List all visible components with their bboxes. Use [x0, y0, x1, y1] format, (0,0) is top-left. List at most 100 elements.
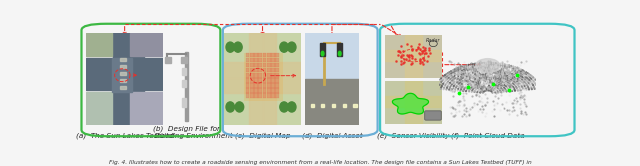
- Point: [504, 80, 515, 82]
- Point: [483, 68, 493, 71]
- Bar: [404, 81, 422, 124]
- Point: [511, 74, 521, 77]
- Point: [462, 87, 472, 90]
- Bar: [254, 53, 258, 57]
- Point: [515, 107, 525, 110]
- Point: [468, 85, 478, 88]
- Point: [492, 67, 502, 70]
- Point: [484, 61, 494, 64]
- Point: [444, 83, 454, 85]
- Bar: [275, 73, 279, 78]
- Point: [463, 67, 474, 70]
- Point: [460, 72, 470, 74]
- Point: [484, 89, 495, 92]
- Circle shape: [287, 42, 296, 52]
- Point: [460, 81, 470, 83]
- Point: [447, 79, 457, 82]
- Point: [460, 76, 470, 79]
- Point: [480, 104, 490, 106]
- Point: [448, 106, 458, 109]
- Point: [453, 69, 463, 71]
- Point: [468, 79, 478, 81]
- Point: [445, 75, 455, 78]
- Point: [503, 87, 513, 90]
- Point: [472, 84, 483, 87]
- Point: [440, 80, 450, 83]
- Point: [521, 113, 531, 115]
- Point: [476, 82, 486, 84]
- Point: [393, 49, 403, 52]
- Point: [497, 102, 507, 105]
- Point: [447, 87, 458, 90]
- Point: [476, 90, 486, 92]
- Point: [470, 64, 480, 67]
- Bar: [404, 35, 422, 78]
- Point: [413, 45, 423, 48]
- Point: [496, 75, 506, 77]
- Point: [491, 84, 501, 86]
- Point: [394, 50, 404, 53]
- Point: [497, 88, 508, 90]
- Point: [504, 84, 514, 87]
- Point: [479, 76, 490, 79]
- Bar: [250, 93, 253, 98]
- Point: [492, 69, 502, 71]
- Point: [442, 78, 452, 80]
- Point: [504, 113, 514, 116]
- Point: [511, 85, 521, 88]
- Point: [481, 112, 491, 114]
- Point: [507, 102, 517, 105]
- Point: [460, 78, 470, 81]
- Point: [506, 83, 516, 86]
- Point: [481, 84, 492, 86]
- Point: [406, 54, 417, 57]
- Point: [502, 65, 512, 68]
- Point: [502, 86, 512, 89]
- Point: [516, 85, 527, 87]
- Point: [504, 68, 515, 71]
- Point: [507, 87, 517, 90]
- Point: [476, 67, 486, 69]
- Point: [511, 97, 521, 100]
- Point: [463, 85, 474, 88]
- Point: [445, 87, 455, 90]
- Point: [491, 103, 501, 106]
- Point: [500, 73, 511, 76]
- Point: [461, 80, 472, 82]
- Point: [446, 81, 456, 83]
- Point: [460, 74, 470, 77]
- Point: [503, 69, 513, 72]
- Point: [463, 65, 474, 68]
- Point: [499, 81, 509, 84]
- Point: [481, 63, 492, 66]
- Point: [524, 82, 534, 84]
- Point: [470, 89, 480, 92]
- Point: [435, 83, 445, 86]
- Point: [449, 75, 460, 77]
- Point: [472, 92, 483, 95]
- Point: [406, 53, 417, 56]
- Point: [458, 109, 468, 112]
- Point: [458, 70, 468, 73]
- Point: [497, 76, 507, 79]
- Bar: [275, 63, 279, 67]
- Point: [520, 78, 531, 81]
- Bar: [271, 83, 275, 88]
- Point: [463, 79, 473, 82]
- Point: [451, 75, 461, 77]
- Point: [486, 78, 497, 81]
- Point: [483, 75, 493, 77]
- Bar: [259, 88, 262, 93]
- Point: [478, 91, 488, 94]
- Point: [471, 76, 481, 78]
- Point: [477, 101, 488, 104]
- Point: [477, 70, 487, 73]
- Point: [491, 72, 501, 74]
- Point: [520, 95, 531, 98]
- Point: [510, 81, 520, 83]
- Point: [515, 97, 525, 100]
- Point: [504, 75, 514, 78]
- Bar: [353, 104, 356, 107]
- Point: [462, 69, 472, 72]
- Bar: [250, 63, 253, 67]
